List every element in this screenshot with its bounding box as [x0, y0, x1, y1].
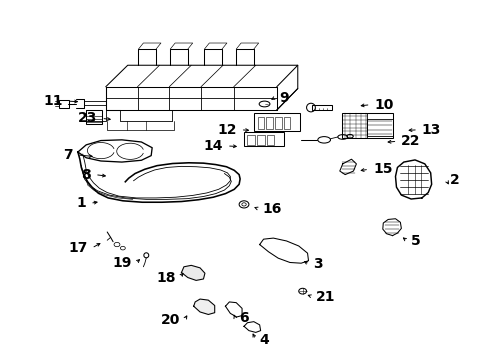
Text: 11: 11 — [44, 94, 63, 108]
Text: 1: 1 — [76, 196, 86, 210]
Bar — [342, 113, 393, 138]
Text: 10: 10 — [374, 98, 394, 112]
Bar — [86, 110, 102, 125]
Text: 19: 19 — [112, 256, 132, 270]
Text: 17: 17 — [68, 241, 88, 255]
Bar — [254, 113, 300, 131]
Text: 6: 6 — [239, 311, 249, 325]
Text: 13: 13 — [422, 123, 441, 137]
Text: 22: 22 — [401, 134, 421, 148]
Text: 4: 4 — [260, 333, 270, 347]
Polygon shape — [194, 299, 215, 315]
Polygon shape — [181, 265, 205, 280]
Bar — [257, 135, 265, 145]
Text: 21: 21 — [316, 289, 335, 303]
Text: 9: 9 — [279, 90, 289, 104]
Text: 23: 23 — [78, 111, 98, 125]
Text: 15: 15 — [373, 162, 392, 176]
Text: 12: 12 — [217, 123, 237, 137]
Bar — [244, 132, 284, 146]
Text: 14: 14 — [203, 139, 223, 153]
Text: 8: 8 — [81, 168, 91, 182]
Bar — [247, 135, 255, 145]
Bar — [267, 135, 274, 145]
Bar — [367, 119, 392, 136]
Bar — [267, 117, 273, 129]
Bar — [258, 117, 264, 129]
Bar — [59, 100, 69, 108]
Text: 16: 16 — [262, 202, 281, 216]
Text: 2: 2 — [450, 173, 460, 187]
Text: 18: 18 — [156, 271, 175, 284]
Text: 7: 7 — [63, 148, 73, 162]
Text: 5: 5 — [411, 234, 421, 248]
Text: 3: 3 — [314, 257, 323, 271]
Bar — [275, 117, 282, 129]
Text: 20: 20 — [161, 313, 180, 327]
Bar — [313, 105, 332, 111]
Bar — [284, 117, 291, 129]
